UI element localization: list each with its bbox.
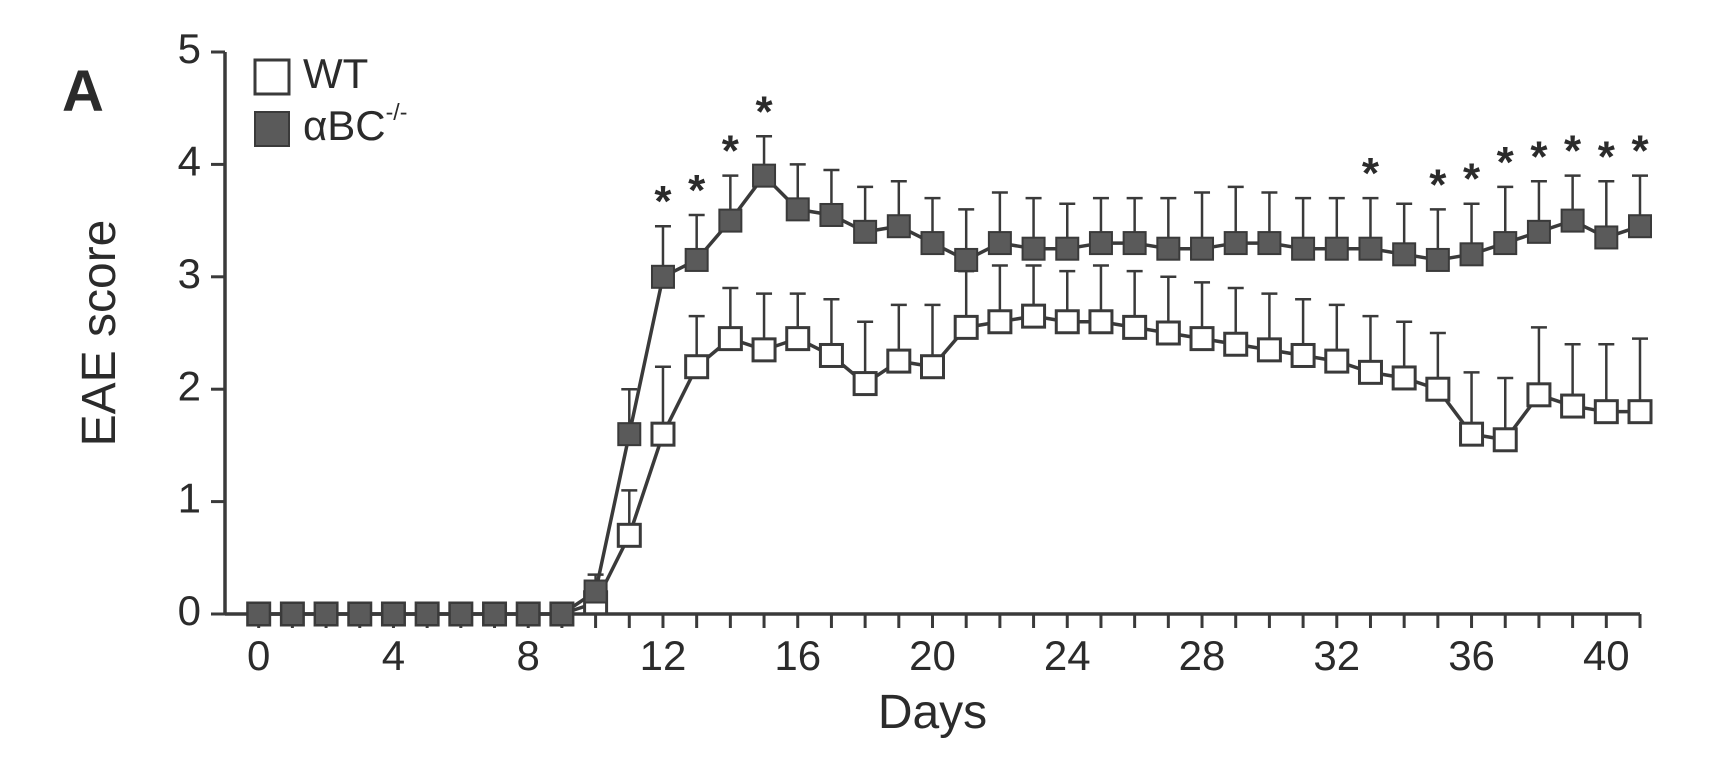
svg-text:0: 0 bbox=[178, 587, 201, 634]
svg-text:*: * bbox=[722, 127, 740, 176]
svg-text:8: 8 bbox=[517, 632, 540, 679]
svg-text:32: 32 bbox=[1313, 632, 1360, 679]
svg-text:28: 28 bbox=[1179, 632, 1226, 679]
svg-text:*: * bbox=[1631, 127, 1649, 176]
svg-text:0: 0 bbox=[247, 632, 270, 679]
svg-text:4: 4 bbox=[382, 632, 405, 679]
svg-text:16: 16 bbox=[774, 632, 821, 679]
svg-text:5: 5 bbox=[178, 25, 201, 72]
svg-text:4: 4 bbox=[178, 137, 201, 184]
svg-text:WT: WT bbox=[303, 50, 368, 97]
svg-text:*: * bbox=[1429, 160, 1447, 209]
eae-chart: 012345EAE score0481216202428323640Days**… bbox=[0, 0, 1710, 767]
svg-text:*: * bbox=[1463, 155, 1481, 204]
svg-text:*: * bbox=[1497, 138, 1515, 187]
svg-text:20: 20 bbox=[909, 632, 956, 679]
svg-text:36: 36 bbox=[1448, 632, 1495, 679]
svg-text:40: 40 bbox=[1583, 632, 1630, 679]
svg-text:EAE score: EAE score bbox=[73, 220, 126, 447]
svg-text:24: 24 bbox=[1044, 632, 1091, 679]
panel-label: A bbox=[62, 58, 104, 125]
svg-text:*: * bbox=[1530, 132, 1548, 181]
svg-text:*: * bbox=[755, 87, 773, 136]
svg-text:*: * bbox=[688, 166, 706, 215]
chart-container: 012345EAE score0481216202428323640Days**… bbox=[0, 0, 1710, 767]
svg-text:*: * bbox=[1564, 127, 1582, 176]
svg-text:12: 12 bbox=[640, 632, 687, 679]
svg-text:*: * bbox=[654, 177, 672, 226]
svg-text:*: * bbox=[1362, 149, 1380, 198]
svg-text:2: 2 bbox=[178, 362, 201, 409]
svg-text:1: 1 bbox=[178, 475, 201, 522]
svg-text:*: * bbox=[1598, 132, 1616, 181]
svg-text:Days: Days bbox=[878, 686, 987, 739]
svg-text:3: 3 bbox=[178, 250, 201, 297]
